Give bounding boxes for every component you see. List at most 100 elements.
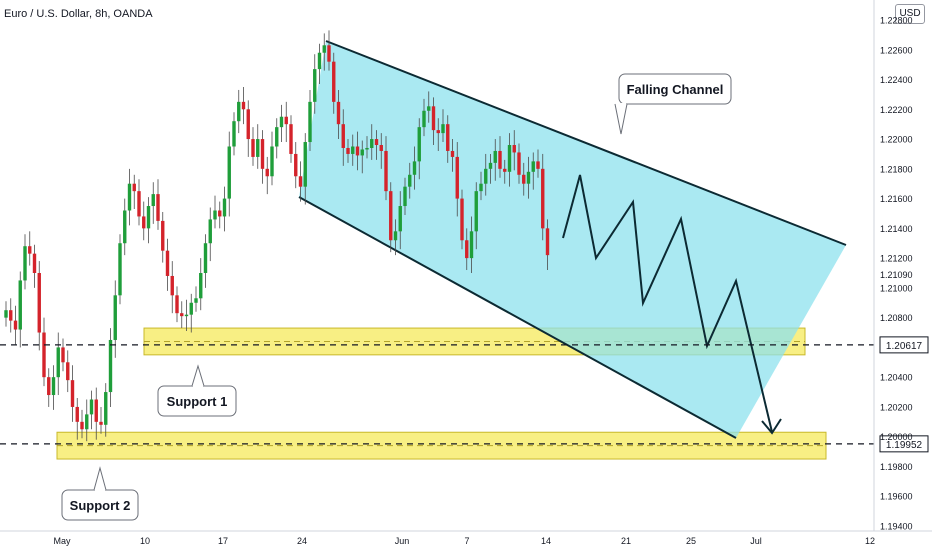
x-tick-label: Jul (750, 536, 762, 546)
candle (488, 153, 493, 184)
price-lines: 1.20617 1.19952 (0, 336, 929, 453)
candle (175, 286, 179, 323)
candle (460, 189, 464, 250)
candle (203, 234, 208, 288)
candle (23, 234, 27, 290)
candles (4, 30, 550, 442)
candle (208, 207, 212, 262)
candle (104, 383, 108, 437)
candle (213, 195, 217, 229)
x-tick-label: Jun (395, 536, 410, 546)
candle (408, 162, 412, 199)
candle (498, 136, 502, 178)
candle (66, 350, 70, 393)
candle (256, 124, 260, 169)
candle (127, 168, 132, 226)
x-tick-label: 10 (140, 536, 150, 546)
callouts: Falling Channel Support 1 Support 2 (61, 73, 732, 521)
projection-zigzag (562, 174, 773, 433)
chart-title: Euro / U.S. Dollar, 8h, OANDA (4, 8, 153, 20)
candle (260, 130, 265, 184)
candle (374, 130, 379, 160)
candle (4, 301, 8, 327)
candle (51, 365, 56, 410)
y-tick-label: 1.21000 (880, 283, 913, 293)
x-tick-label: May (53, 536, 71, 546)
candle (389, 182, 393, 253)
support-1-callout: Support 1 (157, 364, 237, 417)
price-label-2: 1.19952 (886, 440, 923, 451)
candle (222, 186, 227, 232)
y-tick-label: 1.21090 (880, 270, 913, 280)
candle (336, 89, 341, 140)
y-tick-label: 1.19400 (880, 522, 913, 532)
y-tick-label: 1.20000 (880, 432, 913, 442)
y-tick-label: 1.22000 (880, 135, 913, 145)
candle (151, 182, 155, 224)
candle (517, 143, 521, 184)
candle (284, 101, 288, 143)
channel-fill (299, 41, 846, 438)
candle (545, 219, 550, 271)
candle (484, 153, 488, 196)
channel-upper-line (325, 40, 847, 246)
price-label-box-1 (879, 336, 929, 354)
channel-lower-line (298, 196, 737, 439)
candle (313, 54, 317, 114)
y-tick-label: 1.21800 (880, 164, 913, 174)
currency-badge[interactable]: USD (895, 4, 925, 24)
candle (132, 174, 136, 210)
candle (113, 280, 117, 358)
candle (355, 131, 360, 171)
candle (422, 98, 426, 137)
candle (322, 33, 326, 71)
candle (289, 115, 293, 163)
candle (251, 127, 255, 166)
price-label-1: 1.20617 (886, 341, 923, 352)
candle (479, 171, 483, 201)
candle (446, 115, 450, 163)
x-tick-label: 14 (541, 536, 551, 546)
candle (142, 201, 146, 241)
candle (56, 332, 60, 396)
falling-channel-callout: Falling Channel (614, 73, 732, 135)
y-tick-label: 1.22200 (880, 105, 913, 115)
candle (99, 406, 103, 434)
candle (346, 139, 350, 163)
candle (123, 198, 127, 256)
candle (384, 136, 388, 201)
projection-path (562, 174, 782, 435)
candle (298, 161, 303, 202)
y-tick-label: 1.22600 (880, 45, 913, 55)
candle (13, 305, 18, 345)
candle (512, 130, 516, 171)
y-tick-label: 1.20400 (880, 373, 913, 383)
falling-channel (298, 40, 847, 439)
candle (431, 97, 436, 146)
candle (341, 109, 345, 166)
candle (156, 179, 160, 230)
y-tick-label: 1.22400 (880, 75, 913, 85)
candle (28, 231, 32, 266)
candle (85, 399, 89, 442)
candle (332, 52, 336, 114)
candle (351, 134, 355, 166)
candle (75, 398, 79, 440)
candle (531, 152, 535, 190)
candle (161, 211, 165, 263)
candle (303, 133, 307, 205)
candle (80, 409, 84, 439)
y-tick-label: 1.20200 (880, 402, 913, 412)
candle (146, 197, 151, 244)
candle (232, 112, 236, 156)
candle (32, 244, 37, 288)
candle (108, 328, 113, 407)
y-tick-label: 1.21400 (880, 224, 913, 234)
candle (89, 390, 94, 430)
candle (541, 153, 545, 241)
candle (194, 286, 198, 312)
candle (360, 140, 364, 174)
y-tick-label: 1.20800 (880, 313, 913, 323)
